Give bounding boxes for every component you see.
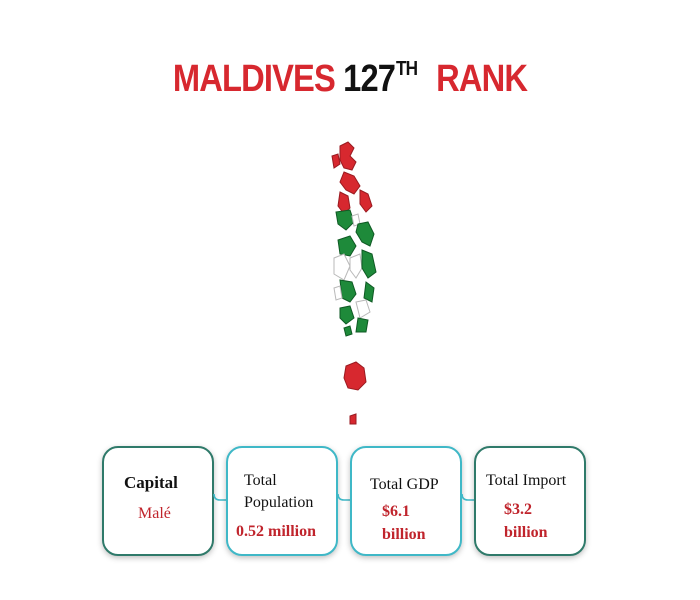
- maldives-flag-map-icon: [331, 141, 377, 425]
- import-label: Total Import: [486, 472, 567, 489]
- rank-number-value: 127: [343, 58, 396, 100]
- rank-suffix: TH: [395, 58, 418, 80]
- capital-label: Capital: [124, 473, 178, 492]
- page-title: MALDIVES 127TH RANK: [49, 58, 651, 101]
- capital-value: Malé: [138, 505, 171, 522]
- gdp-label: Total GDP: [370, 476, 439, 493]
- population-card: Total Population 0.52 million: [226, 446, 338, 556]
- import-value: $3.2 billion: [504, 501, 548, 541]
- gdp-value: $6.1 billion: [382, 503, 426, 543]
- capital-card: Capital Malé: [102, 446, 214, 556]
- gdp-card: Total GDP $6.1 billion: [350, 446, 462, 556]
- rank-word: RANK: [436, 58, 528, 100]
- import-card: Total Import $3.2 billion: [474, 446, 586, 556]
- rank-number: 127TH: [343, 58, 418, 100]
- population-value: 0.52 million: [236, 523, 317, 540]
- population-label: Total Population: [244, 472, 314, 511]
- country-name: MALDIVES: [172, 58, 336, 100]
